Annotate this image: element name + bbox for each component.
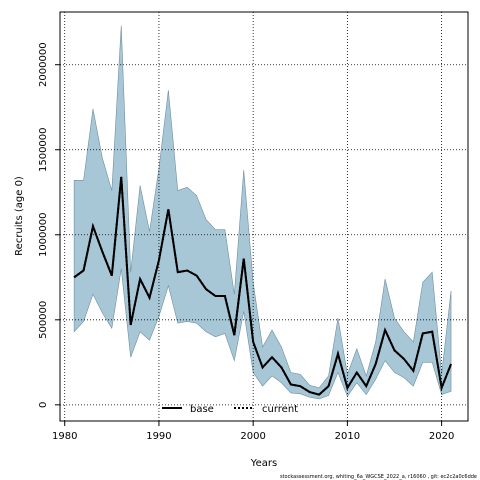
x-tick-label-2020: 2020 — [429, 431, 454, 442]
y-tick-label-2000000: 2000000 — [38, 42, 49, 87]
plot-frame — [59, 11, 469, 422]
x-tick-label-1990: 1990 — [146, 431, 171, 442]
y-axis: 0 500000 1000000 1500000 2000000 — [38, 42, 60, 408]
series-line-current — [73, 176, 452, 396]
x-axis-title: Years — [250, 458, 277, 469]
legend: base current — [162, 404, 298, 415]
y-tick-label-0: 0 — [38, 402, 49, 408]
x-tick-label-2000: 2000 — [240, 431, 265, 442]
confidence-band-layer — [73, 25, 452, 400]
grid-layer — [60, 12, 468, 421]
footer-note: stockassessment.org, whiting_6a_WGCSE_20… — [280, 474, 477, 480]
x-axis: 1980 1990 2000 2010 2020 — [52, 421, 454, 442]
x-tick-label-2010: 2010 — [335, 431, 360, 442]
y-tick-label-500000: 500000 — [38, 301, 49, 339]
series-lines-layer — [73, 176, 452, 396]
y-tick-label-1500000: 1500000 — [38, 127, 49, 172]
y-axis-title: Recruits (age 0) — [14, 176, 25, 256]
legend-label-base: base — [190, 404, 214, 415]
y-tick-label-1000000: 1000000 — [38, 213, 49, 258]
confidence-band — [73, 25, 452, 400]
x-tick-label-1980: 1980 — [52, 431, 77, 442]
legend-label-current: current — [262, 404, 298, 415]
